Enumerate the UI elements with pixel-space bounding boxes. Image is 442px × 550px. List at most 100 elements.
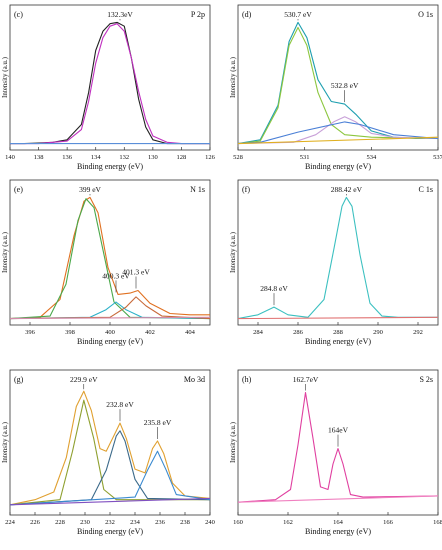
x-tick-label: 136 [62,154,73,161]
x-tick-label: 230 [80,519,90,526]
series-line-3 [9,301,211,320]
panel-1: (c) P 2p Binding energy (eV) Intensity (a.u… [1,4,216,171]
panel-label: (g) [14,375,24,384]
plot-frame [237,4,439,151]
x-tick-label: 290 [373,329,383,336]
panel-3: (e) N 1s Binding energy (eV) Intensity (a.u… [1,179,211,346]
series-line-2 [237,316,439,320]
peak-label: 530.7 eV [284,10,312,19]
series-line-2 [237,26,439,145]
x-tick-label: 140 [5,154,15,161]
y-axis-label: Intensity (a.u.) [1,421,9,463]
x-tick-label: 168 [433,519,442,526]
x-axis-label: Binding energy (eV) [305,527,371,536]
y-axis-label: Intensity (a.u.) [229,231,237,273]
plot-frame [9,179,211,326]
peak-label: 288.42 eV [331,185,363,194]
x-tick-label: 226 [30,519,41,526]
peak-label: 400.3 eV [102,271,130,280]
x-tick-label: 166 [383,519,394,526]
y-axis-label: Intensity (a.u.) [1,231,9,273]
x-tick-label: 160 [233,519,243,526]
panel-2: (d) O 1s Binding energy (eV) Intensity (a.u… [229,4,442,171]
element-label: S 2s [419,375,433,384]
x-tick-label: 164 [333,519,344,526]
series-line-5 [9,497,211,506]
peak-label: 284.8 eV [260,284,288,293]
element-label: O 1s [418,10,433,19]
element-label: C 1s [419,185,433,194]
plot-frame [9,4,211,151]
x-axis-label: Binding energy (eV) [305,162,371,171]
series-line-5 [237,136,439,145]
series-line-4 [9,296,211,320]
series-line-1 [237,196,438,320]
x-axis-label: Binding energy (eV) [77,162,143,171]
x-tick-label: 531 [300,154,310,161]
panel-label: (f) [242,185,250,194]
x-tick-label: 284 [253,329,264,336]
element-label: N 1s [190,185,205,194]
peak-label: 399 eV [79,185,101,194]
x-tick-label: 162 [283,519,293,526]
series-line-3 [237,116,439,145]
x-axis-label: Binding energy (eV) [305,337,371,346]
panel-label: (h) [242,375,252,384]
x-tick-label: 238 [180,519,190,526]
series-line-2 [10,23,210,145]
series-line-1 [10,21,210,145]
x-tick-label: 232 [105,519,115,526]
x-tick-label: 132 [119,154,129,161]
x-tick-label: 292 [413,329,423,336]
element-label: Mo 3d [184,375,205,384]
series-line-3 [9,430,211,506]
x-tick-label: 240 [205,519,215,526]
x-tick-label: 402 [145,329,155,336]
peak-label: 229.9 eV [70,375,98,384]
series-line-4 [237,121,439,145]
x-tick-label: 528 [233,154,243,161]
x-tick-label: 130 [148,154,158,161]
x-tick-label: 400 [105,329,115,336]
x-axis-label: Binding energy (eV) [77,527,143,536]
series-line-2 [237,495,439,503]
plot-frame [237,179,439,326]
peak-label: 164eV [328,426,349,435]
peak-label: 401.3 eV [122,268,150,277]
x-tick-label: 138 [34,154,44,161]
x-tick-label: 236 [155,519,166,526]
peak-label: 232.8 eV [106,400,134,409]
panel-5: (g) Mo 3d Binding energy (eV) Intensity (a.… [1,369,215,536]
series-line-2 [9,198,211,320]
series-line-5 [9,316,211,320]
series-line-4 [9,450,211,506]
y-axis-label: Intensity (a.u.) [229,421,237,463]
y-axis-label: Intensity (a.u.) [229,56,237,98]
x-tick-label: 126 [205,154,216,161]
x-tick-label: 288 [333,329,343,336]
x-tick-label: 404 [185,329,196,336]
x-tick-label: 537 [433,154,442,161]
x-axis-label: Binding energy (eV) [77,337,143,346]
x-tick-label: 128 [177,154,187,161]
peak-label: 532.8 eV [331,81,359,90]
x-tick-label: 396 [25,329,36,336]
panel-label: (c) [14,10,23,19]
peak-label: 132.3eV [107,10,133,19]
element-label: P 2p [191,10,205,19]
panel-4: (f) C 1s Binding energy (eV) Intensity (a.u… [229,179,439,346]
series-line-2 [9,399,210,506]
x-tick-label: 534 [366,154,377,161]
series-line-1 [9,390,211,506]
x-tick-label: 234 [130,519,141,526]
x-tick-label: 398 [65,329,75,336]
x-tick-label: 134 [91,154,102,161]
panel-label: (d) [242,10,252,19]
x-tick-label: 224 [5,519,16,526]
panel-6: (h) S 2s Binding energy (eV) Intensity (a.u… [229,369,442,536]
x-tick-label: 228 [55,519,65,526]
panel-label: (e) [14,185,23,194]
y-axis-label: Intensity (a.u.) [1,56,9,98]
series-line-1 [9,196,210,320]
